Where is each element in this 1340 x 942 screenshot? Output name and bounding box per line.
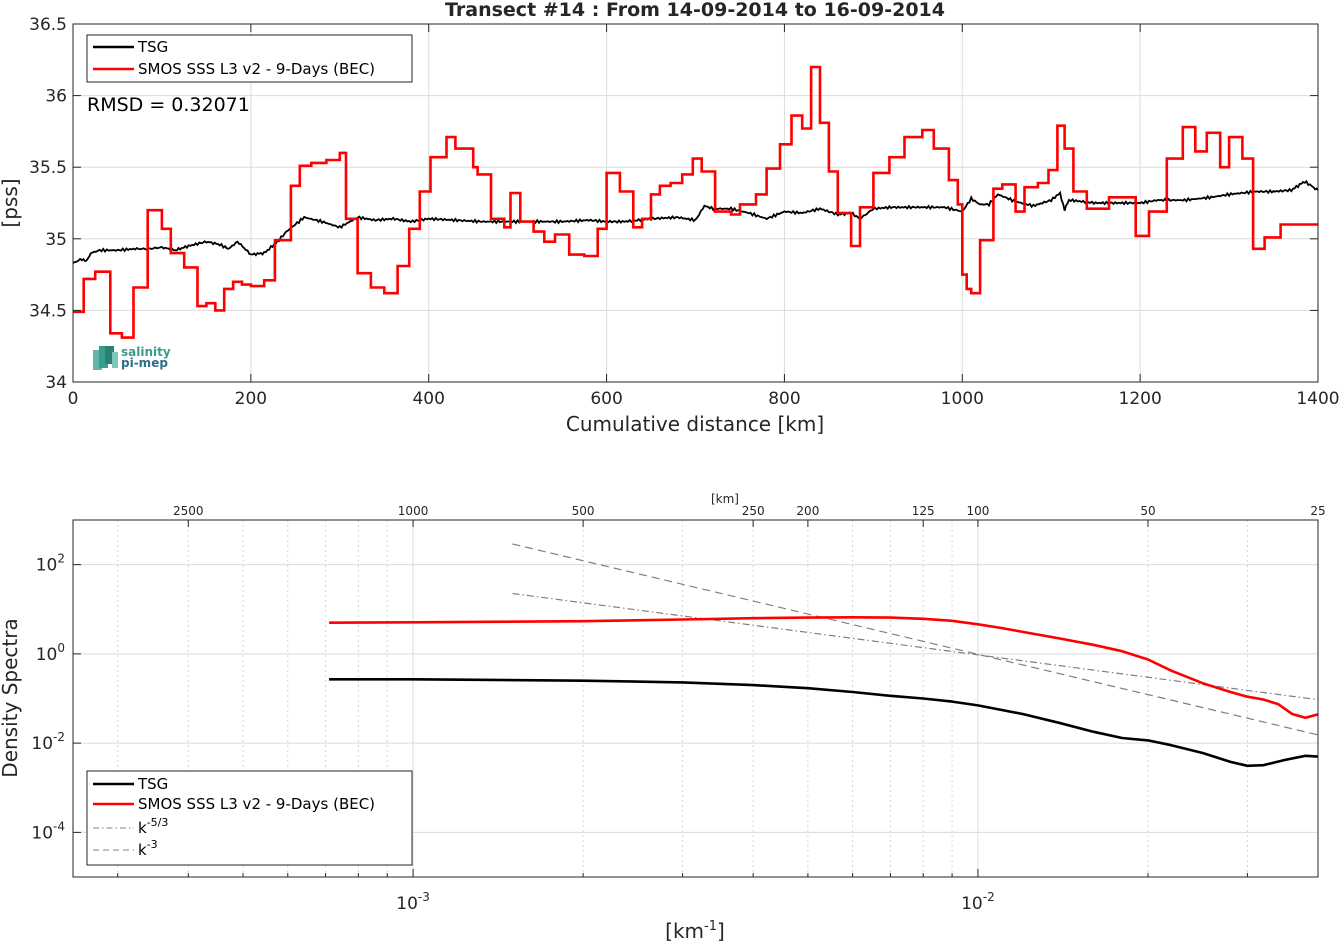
top-y-tick-label: 36.5 [29,15,67,35]
bottom-series [329,543,1319,768]
bottom-legend-label-smos: SMOS SSS L3 v2 - 9-Days (BEC) [138,795,375,813]
logo-text-pimep: pi-mep [121,356,168,370]
salinity-pi-mep-logo: salinity pi-mep [93,345,171,370]
top-x-tick-label: 800 [768,389,800,409]
bottom-axes-box [72,519,1319,878]
top-x-tick-label: 400 [412,389,444,409]
top-x-tick-label: 200 [235,389,267,409]
top-km-tick-label: 200 [796,504,819,518]
legend-k3-base: k [138,841,147,859]
top-km-tick-label: 1000 [398,504,429,518]
top-y-tick-label: 34 [45,373,67,393]
top-x-tick-labels: 0 200 400 600 800 1000 1200 1400 [68,389,1340,409]
top-km-tick-label: 250 [742,504,765,518]
top-x-tick-label: 600 [590,389,622,409]
top-km-tick-label: 2500 [173,504,204,518]
top-x-tick-label: 1200 [1119,389,1162,409]
top-y-tick-labels: 34 34.5 35 35.5 36 36.5 [29,15,67,393]
tsg-spectrum-line [329,677,1319,768]
top-y-axis-label: [pss] [0,178,22,227]
top-y-tick-label: 35.5 [29,158,67,178]
bottom-y-tick-label: 102 [36,552,65,576]
top-km-tick-label: 25 [1310,504,1325,518]
chart-title: Transect #14 : From 14-09-2014 to 16-09-… [445,0,945,21]
top-legend-box [86,34,413,83]
k-5-3-reference-line [512,592,1319,701]
top-series [72,65,1319,339]
bottom-ticks [73,520,1319,877]
top-km-tick-label: 125 [912,504,935,518]
smos-spectrum-line [329,615,1319,720]
top-km-tick-label: 50 [1140,504,1155,518]
bottom-tick-labels: 10-3 10-2 10-4 10-2 100 102 2500 1000 500 250 200 1… [31,504,1325,914]
top-ticks [72,23,1319,383]
top-legend: TSG SMOS SSS L3 v2 - 9-Days (BEC) [86,34,413,83]
top-legend-label-smos: SMOS SSS L3 v2 - 9-Days (BEC) [138,60,375,78]
logo-text-salinity: salinity [121,345,171,359]
bottom-legend-label-k53: k-5/3 [138,816,168,837]
top-km-tick-label: 100 [966,504,989,518]
bottom-grid [73,520,1318,877]
top-y-tick-label: 35 [45,230,67,250]
bottom-x-axis-label-sup: -1 [704,919,717,934]
bottom-x-tick-label: 10-2 [961,890,995,914]
top-x-axis-label: Cumulative distance [km] [566,412,824,436]
bottom-x-axis-label-main: [km [665,919,704,942]
bottom-legend-label-k3: k-3 [138,838,158,859]
legend-k53-base: k [138,819,147,837]
top-legend-label-tsg: TSG [137,38,168,56]
bottom-x-axis-label-end: ] [717,919,725,942]
top-km-axis-label: [km] [711,492,739,506]
bottom-y-tick-label: 10-4 [31,819,65,843]
bottom-x-axis-label: [km-1] [665,919,725,942]
top-y-tick-label: 36 [45,87,67,107]
rmsd-annotation: RMSD = 0.32071 [87,94,250,116]
legend-k3-sup: -3 [147,838,158,851]
top-y-tick-label: 34.5 [29,301,67,321]
bottom-y-axis-label: Density Spectra [0,618,22,777]
smos-step-line [73,65,1318,339]
bottom-legend-box [86,770,413,866]
top-x-tick-label: 1400 [1296,389,1339,409]
tsg-line [72,179,1319,264]
bottom-x-tick-label: 10-3 [396,890,430,914]
top-axes-box [72,23,1319,383]
bottom-y-tick-label: 10-2 [31,730,65,754]
bottom-legend-label-tsg: TSG [137,775,168,793]
top-km-tick-label: 500 [572,504,595,518]
bottom-legend: TSG SMOS SSS L3 v2 - 9-Days (BEC) k-5/3 … [86,770,413,866]
k-3-reference-line [512,543,1319,736]
top-x-tick-label: 0 [68,389,79,409]
bottom-y-tick-label: 100 [36,641,65,665]
top-x-tick-label: 1000 [941,389,984,409]
legend-k53-sup: -5/3 [147,816,169,829]
